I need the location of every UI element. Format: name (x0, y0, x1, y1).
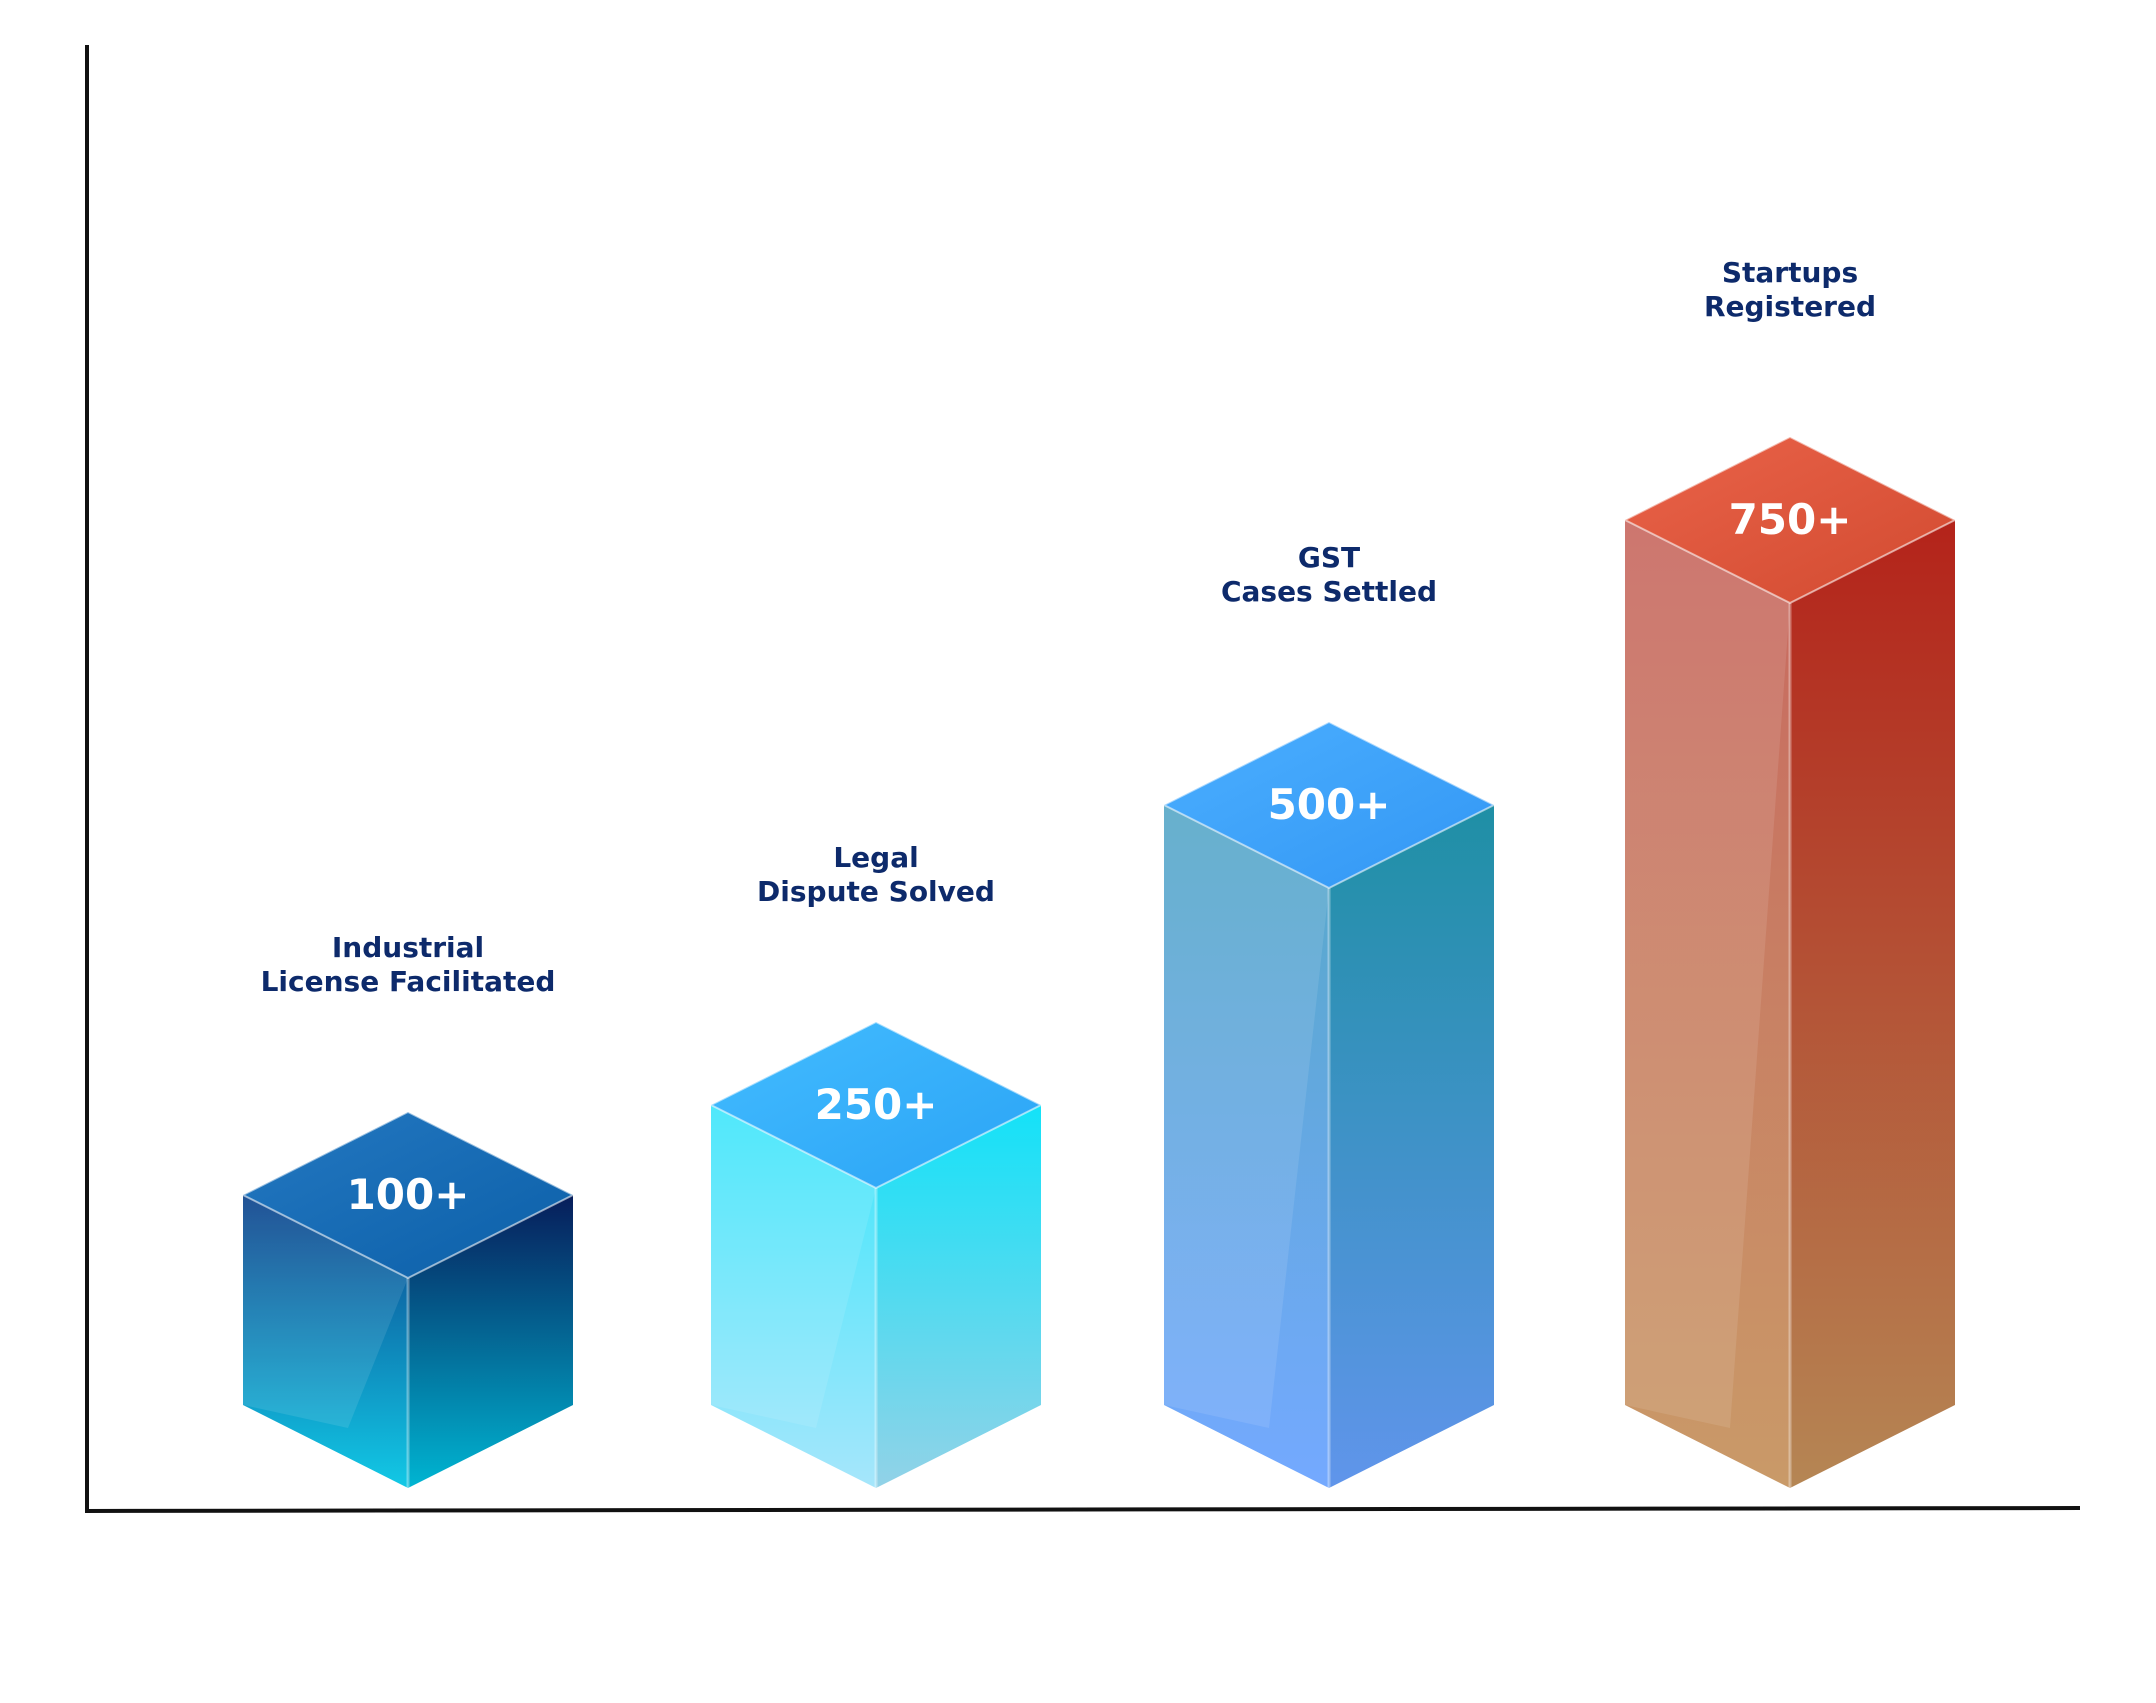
bar-4 (1622, 435, 1958, 1488)
x-axis-line (84, 1506, 2081, 1513)
category-label-4-line-2: Registered (1704, 290, 1876, 323)
bar-2-top-face (708, 1020, 1044, 1190)
bar-3 (1161, 720, 1497, 1488)
category-label-1-line-2: License Facilitated (261, 965, 556, 998)
category-label-3-line-2: Cases Settled (1221, 575, 1437, 608)
category-label-4-line-1: Startups (1722, 256, 1858, 289)
bar-2-sheen (711, 1105, 876, 1428)
bar-2-right-face (876, 1105, 1041, 1488)
bar-1-value-label: 100+ (347, 1170, 470, 1219)
bar-1 (240, 1110, 576, 1488)
category-label-2-line-1: Legal (833, 841, 918, 874)
bar-3-value-label: 500+ (1268, 780, 1391, 829)
bar-4-left-face (1625, 520, 1790, 1488)
bar-2-left-face (711, 1105, 876, 1488)
bar-3-sheen (1164, 805, 1329, 1428)
bar-1-right-face (408, 1195, 573, 1488)
bar-1-sheen (243, 1195, 408, 1428)
bar-2-value-label: 250+ (815, 1080, 938, 1129)
bar-3-right-face (1329, 805, 1494, 1488)
bars-layer (240, 435, 1958, 1488)
bar-3-left-face (1164, 805, 1329, 1488)
bar-1-top-face (240, 1110, 576, 1280)
bar-4-sheen (1625, 520, 1790, 1428)
bar-4-top-face (1622, 435, 1958, 605)
bar-1-left-face (243, 1195, 408, 1488)
category-label-2-line-2: Dispute Solved (757, 875, 995, 908)
category-label-3-line-1: GST (1298, 541, 1360, 574)
bar-4-value-label: 750+ (1729, 495, 1852, 544)
bar-4-right-face (1790, 520, 1955, 1488)
bar-3-top-face (1161, 720, 1497, 890)
category-label-1-line-1: Industrial (332, 931, 484, 964)
bar-2 (708, 1020, 1044, 1488)
